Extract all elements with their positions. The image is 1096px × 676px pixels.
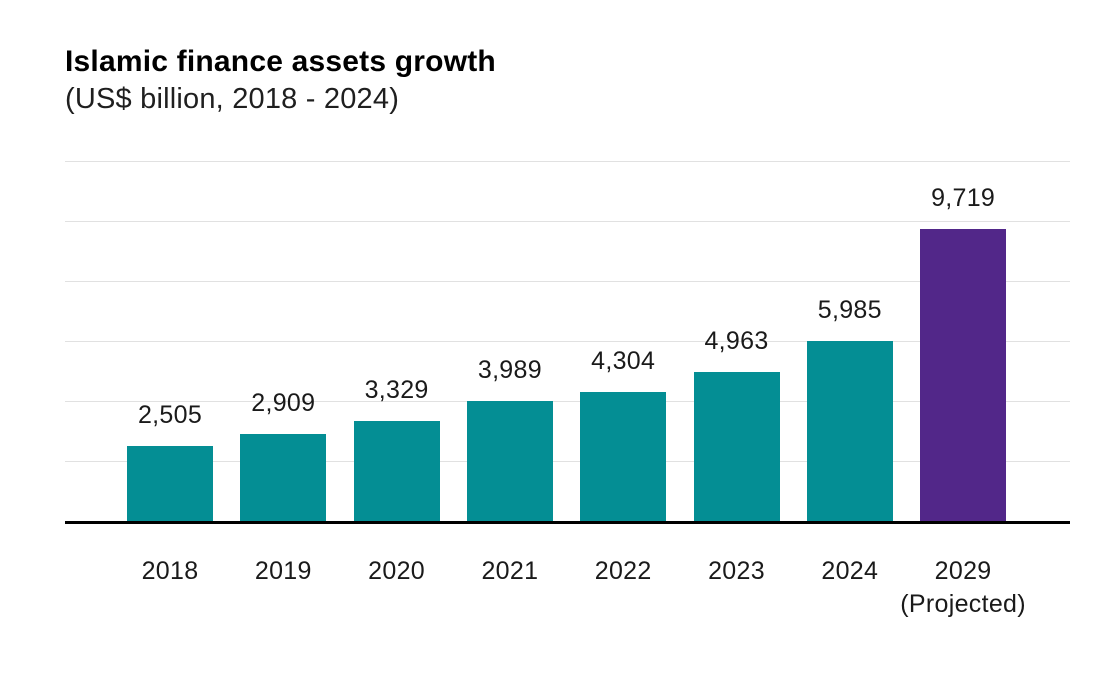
bar-2019	[240, 433, 327, 521]
bar-2021	[466, 401, 553, 521]
bar-value-label-2022: 4,304	[591, 346, 656, 375]
x-tick-2018: 2018	[90, 558, 250, 584]
bar-2024	[806, 341, 893, 521]
x-tick-2021: 2021	[430, 558, 590, 584]
chart-header: Islamic finance assets growth (US$ billi…	[65, 44, 496, 118]
gridline-8000	[65, 281, 1070, 282]
gridline-2000	[65, 461, 1070, 462]
x-tick-label: 2019	[254, 557, 312, 585]
x-tick-2023: 2023	[657, 558, 817, 584]
bar-2018	[127, 445, 213, 521]
gridline-6000	[65, 341, 1070, 342]
x-tick-label: 2022	[594, 557, 652, 585]
bar-value-label-2029: 9,719	[931, 184, 996, 213]
gridline-12000	[65, 161, 1070, 162]
bar-value-label-2021: 3,989	[477, 356, 542, 385]
x-tick-label: 2018	[141, 557, 199, 585]
x-axis-labels: 2018 2019 2020 2021 2022 2023 2024 2029 (Project…	[65, 558, 1070, 628]
x-tick-sublabel: (Projected)	[900, 590, 1026, 618]
bar-2023	[693, 372, 780, 521]
plot-area: 2,505 2,909 3,329 3,989 4,304 4,963 5,985 9,719	[65, 161, 1070, 524]
chart-subtitle: (US$ billion, 2018 - 2024)	[65, 83, 400, 115]
bar-value-label-2023: 4,963	[704, 327, 769, 356]
gridline-10000	[65, 221, 1070, 222]
x-tick-2019: 2019	[203, 558, 363, 584]
x-tick-2022: 2022	[543, 558, 703, 584]
bar-value-label-2024: 5,985	[817, 296, 882, 325]
bar-2029	[920, 229, 1007, 521]
x-tick-label: 2024	[821, 557, 879, 585]
bar-value-label-2019: 2,909	[251, 388, 316, 417]
x-axis-line	[65, 521, 1070, 524]
x-tick-2024: 2024	[770, 558, 930, 584]
x-tick-label: 2029	[934, 557, 992, 585]
chart-title: Islamic finance assets growth	[65, 45, 496, 78]
x-tick-label: 2023	[708, 557, 765, 585]
gridline-4000	[65, 401, 1070, 402]
bar-value-label-2020: 3,329	[364, 376, 429, 405]
x-tick-label: 2021	[481, 557, 539, 585]
x-tick-2020: 2020	[317, 558, 477, 584]
x-tick-2029: 2029 (Projected)	[883, 558, 1043, 617]
bar-value-label-2018: 2,505	[137, 400, 203, 429]
bar-2020	[353, 421, 440, 521]
bar-2022	[580, 391, 667, 521]
x-tick-label: 2020	[368, 557, 425, 585]
